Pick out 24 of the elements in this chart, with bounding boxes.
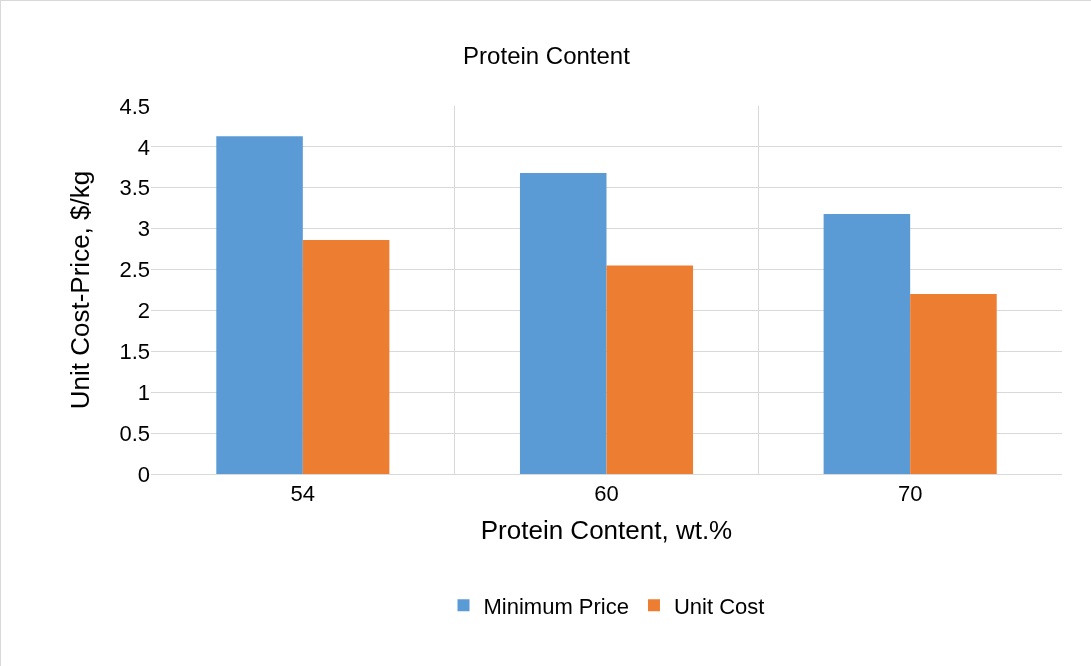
bar — [216, 136, 303, 474]
legend-label: Minimum Price — [483, 593, 629, 619]
y-tick-label: 4.5 — [119, 93, 150, 119]
y-tick-label: 3 — [137, 216, 150, 242]
bar — [519, 173, 607, 474]
x-tick-label: 60 — [594, 481, 619, 507]
y-tick-label: 2 — [137, 298, 150, 324]
y-tick-label: 2.5 — [119, 257, 150, 283]
x-tick-label: 70 — [897, 481, 923, 507]
y-axis-title: Unit Cost-Price, $/kg — [65, 170, 95, 410]
bar — [302, 240, 390, 474]
bar — [606, 265, 694, 474]
y-tick-label: 1 — [137, 379, 150, 405]
x-tick-label: 54 — [290, 481, 316, 507]
y-tick-label: 3.5 — [119, 175, 150, 201]
y-tick-label: 0 — [137, 461, 150, 487]
bar — [910, 294, 997, 474]
y-tick-label: 0.5 — [119, 420, 150, 446]
y-tick-label: 1.5 — [119, 339, 150, 365]
x-axis-title: Protein Content, wt.% — [480, 515, 733, 546]
bar — [823, 213, 911, 474]
y-tick-label: 4 — [137, 134, 150, 160]
chart-title: Protein Content — [463, 42, 631, 70]
legend-label: Unit Cost — [673, 593, 765, 619]
